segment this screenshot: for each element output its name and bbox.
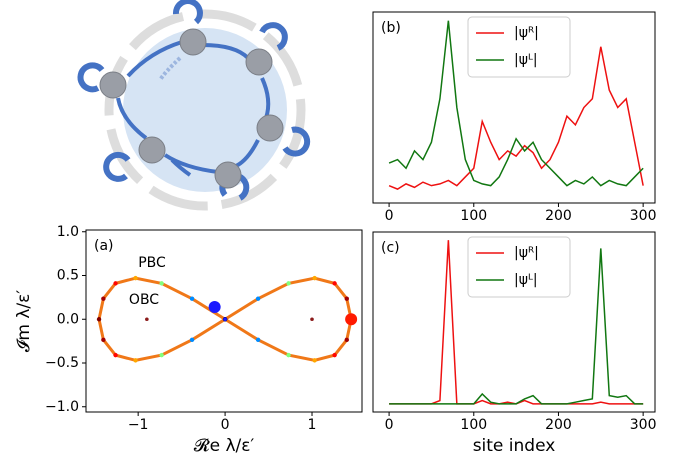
annotation: PBC [138,255,166,271]
annotation: OBC [129,292,159,308]
x-tick-label: 300 [630,417,657,433]
x-tick-label: 0 [385,417,394,433]
pbc-point [255,337,261,343]
pbc-point [255,296,261,301]
x-tick-label: 200 [545,417,572,433]
axes-frame [372,231,656,413]
pbc-point [189,337,195,343]
legend-label: |ψᴿ| [514,25,539,41]
axes-frame [372,11,656,204]
x-tick-label: 300 [630,208,657,224]
pbc-point [286,352,291,358]
x-axis-label: 𝓡e λ/ε′ [194,436,255,456]
x-tick-label: 200 [545,208,572,224]
pbc-point [113,281,118,286]
pbc-point [113,352,118,358]
pbc-point [159,281,164,286]
pbc-point [332,352,337,358]
marker-point [223,317,227,322]
outer-arrows [104,9,306,211]
pbc-point [96,317,102,322]
x-tick-label: 100 [460,208,487,224]
marker-point [310,317,314,322]
ring-diagram [77,0,311,211]
legend-label: |ψᴸ| [514,272,538,288]
y-tick-label: 0.5 [57,268,79,284]
series-line [389,248,644,405]
panel-label: (c) [381,240,400,256]
pbc-point [286,281,291,286]
legend-box [467,236,571,298]
legend-label: |ψᴸ| [514,52,538,68]
panel-label: (a) [94,238,114,254]
pbc-point [344,296,349,301]
y-tick-label: 0.0 [57,311,79,327]
pbc-point [101,337,106,343]
legend-label: |ψᴿ| [514,245,539,261]
pbc-point [332,281,337,286]
pbc-point [344,337,349,343]
x-tick-label: 1 [308,417,317,433]
x-tick-label: 0 [385,208,394,224]
self-loops [77,0,311,201]
marker-point [345,313,358,326]
pbc-point [312,358,317,363]
pbc-point [159,352,164,358]
marker-point [208,301,221,313]
sites [99,28,284,189]
pbc-point [312,275,317,281]
y-tick-label: 1.0 [57,224,79,240]
hopping-arrows [116,40,271,177]
x-tick-label: −1 [128,417,149,433]
panel-label: (b) [381,20,401,36]
legend-box [467,16,571,78]
y-tick-label: −1.0 [45,399,79,415]
pbc-point [189,296,195,301]
x-tick-label: 100 [460,417,487,433]
axes-frame [85,229,363,413]
pbc-point [101,296,106,301]
series-line [388,20,644,187]
x-tick-label: 0 [221,417,230,433]
y-tick-label: −0.5 [45,355,79,371]
series-line [388,46,644,190]
y-axis-label: 𝓘m λ/ε′ [14,290,34,352]
pbc-point [133,275,138,281]
marker-point [145,317,149,322]
x-axis-label: site index [473,436,556,456]
pbc-point [133,358,138,363]
